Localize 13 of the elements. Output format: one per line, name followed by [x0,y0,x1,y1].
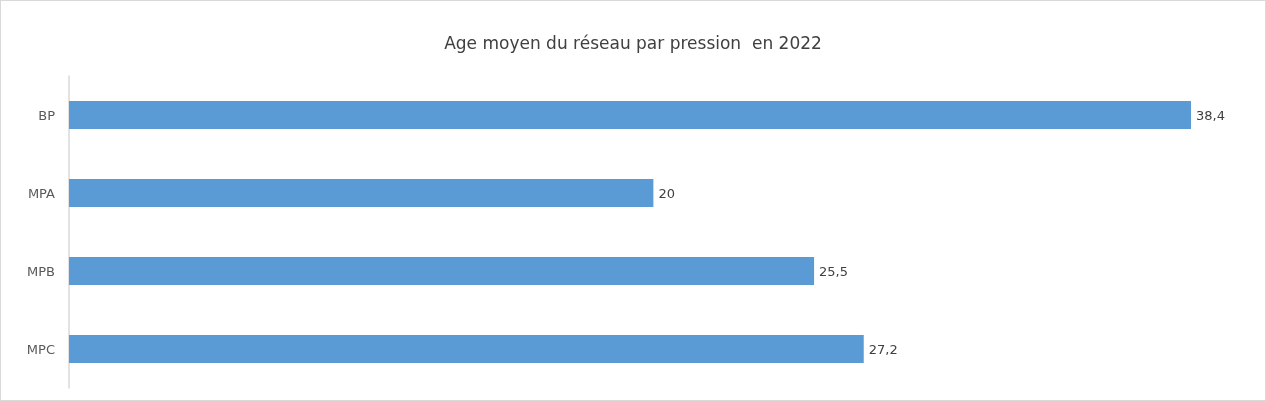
bar [69,335,864,363]
chart-title: Age moyen du réseau par pression en 2022 [444,32,822,53]
bar [69,101,1191,129]
data-label: 27,2 [868,341,898,357]
bar [69,257,815,285]
data-label: 20 [658,185,675,201]
data-label: 38,4 [1196,107,1225,123]
data-label: 25,5 [819,263,849,279]
y-tick-label: MPB [27,263,55,279]
y-tick-label: MPC [26,341,55,357]
y-tick-label: MPA [27,185,56,201]
y-tick-label: BP [38,107,56,123]
bar [69,179,654,207]
